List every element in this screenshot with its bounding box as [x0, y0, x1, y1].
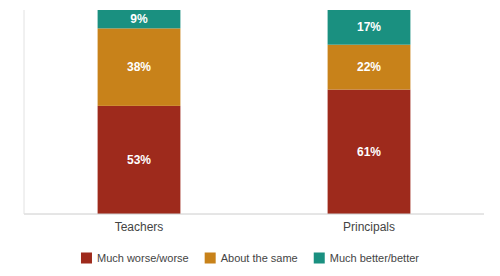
bar-segment — [98, 106, 181, 214]
legend-swatch — [314, 253, 325, 264]
data-labels: 53% 38% 9% 61% 22% 17% — [127, 12, 381, 167]
bar-segment — [98, 28, 181, 106]
bar-segment — [328, 45, 411, 90]
legend-swatch — [205, 253, 216, 264]
legend: Much worse/worse About the same Much bette… — [81, 252, 419, 264]
legend-label: Much better/better — [330, 252, 420, 264]
chart: 53% 38% 9% 61% 22% 17% Teachers Principals Much … — [0, 0, 500, 276]
x-tick-label: Principals — [343, 220, 395, 234]
bar-segment — [98, 10, 181, 28]
data-label: 38% — [127, 60, 151, 74]
data-label: 53% — [127, 153, 151, 167]
legend-label: Much worse/worse — [97, 252, 189, 264]
x-tick-label: Teachers — [115, 220, 164, 234]
legend-label: About the same — [221, 252, 298, 264]
data-label: 9% — [130, 12, 148, 26]
bar-segment — [328, 10, 411, 45]
bars — [98, 10, 411, 214]
x-axis-line — [24, 214, 484, 215]
data-label: 61% — [357, 145, 381, 159]
data-label: 17% — [357, 20, 381, 34]
legend-swatch — [81, 253, 92, 264]
page: {"chart_data": {"type": "bar", "stacked"… — [0, 0, 500, 276]
bar-segment — [328, 90, 411, 214]
y-axis-line — [24, 10, 25, 214]
data-label: 22% — [357, 60, 381, 74]
